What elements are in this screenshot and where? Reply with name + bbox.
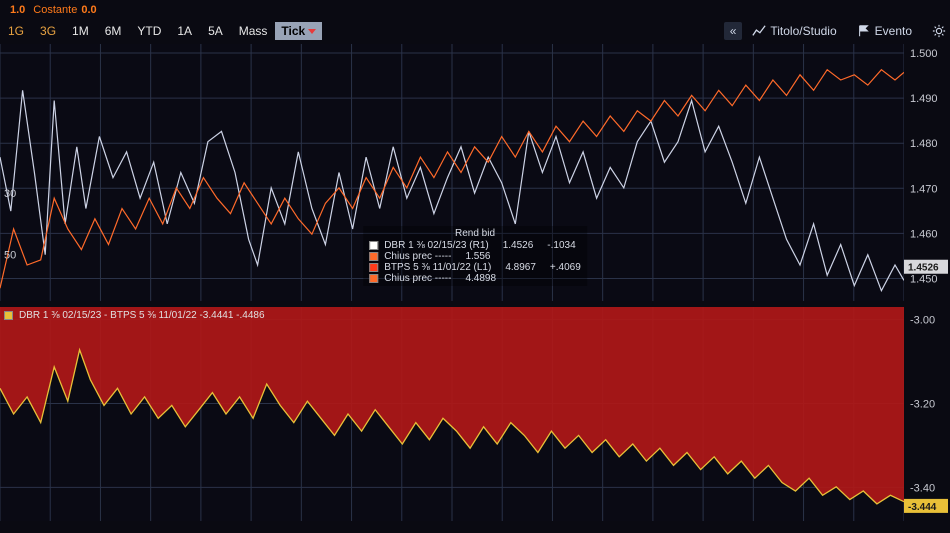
range-1g[interactable]: 1G xyxy=(0,22,32,40)
rewind-icon: « xyxy=(730,24,737,38)
svg-text:1.450: 1.450 xyxy=(910,273,938,285)
range-tick[interactable]: Tick xyxy=(275,22,322,40)
gear-icon xyxy=(932,24,946,38)
topbar-label1: Costante xyxy=(33,4,77,16)
spread-label: DBR 1 ⅜ 02/15/23 - BTPS 5 ⅜ 11/01/22 -3.… xyxy=(19,310,265,321)
flag-icon xyxy=(857,24,871,38)
svg-text:50: 50 xyxy=(4,250,16,262)
range-1m[interactable]: 1M xyxy=(64,22,97,40)
svg-text:30: 30 xyxy=(4,188,16,200)
chart-icon xyxy=(752,24,766,38)
study-label: Titolo/Studio xyxy=(770,24,836,38)
bottom-chart[interactable] xyxy=(0,307,904,521)
range-row: 1G3G1M6MYTD1A5AMassTick « Titolo/Studio … xyxy=(0,20,950,42)
range-1a[interactable]: 1A xyxy=(169,22,200,40)
chart-legend: Rend bid DBR 1 ⅜ 02/15/23 (R1)1.4526-.10… xyxy=(363,226,587,286)
spread-legend: DBR 1 ⅜ 02/15/23 - BTPS 5 ⅜ 11/01/22 -3.… xyxy=(4,310,265,321)
topbar-val1: 1.0 xyxy=(6,4,29,16)
bottom-chart-right-axis: -3.00 -3.20 -3.40 -3.444 xyxy=(904,307,950,521)
rewind-button[interactable]: « xyxy=(724,22,743,40)
date-axis xyxy=(0,521,904,533)
top-chart-right-axis: 1.450 1.460 1.470 1.480 1.490 1.500 1.4526 xyxy=(904,44,950,301)
event-button[interactable]: Evento xyxy=(847,22,922,40)
event-label: Evento xyxy=(875,24,912,38)
legend-row: BTPS 5 ⅜ 11/01/22 (L1)4.8967+.4069 xyxy=(369,262,581,273)
svg-text:-3.00: -3.00 xyxy=(910,315,935,327)
legend-row: Chius prec -----1.556 xyxy=(369,251,581,262)
legend-title: Rend bid xyxy=(369,228,581,239)
range-5a[interactable]: 5A xyxy=(200,22,231,40)
range-6m[interactable]: 6M xyxy=(97,22,130,40)
svg-text:-3.40: -3.40 xyxy=(910,482,935,494)
top-bar: 1.0 Costante 0.0 xyxy=(0,0,950,20)
svg-text:-3.20: -3.20 xyxy=(910,399,935,411)
svg-text:1.480: 1.480 xyxy=(910,138,938,150)
spread-swatch xyxy=(4,311,13,320)
study-button[interactable]: Titolo/Studio xyxy=(742,22,846,40)
svg-text:-3.444: -3.444 xyxy=(908,502,937,513)
svg-text:1.470: 1.470 xyxy=(910,183,938,195)
svg-text:1.4526: 1.4526 xyxy=(908,263,939,274)
topbar-val2: 0.0 xyxy=(77,4,100,16)
range-buttons: 1G3G1M6MYTD1A5AMassTick xyxy=(0,22,322,40)
terminal-root: 1.0 Costante 0.0 1G3G1M6MYTD1A5AMassTick… xyxy=(0,0,950,533)
svg-text:1.460: 1.460 xyxy=(910,228,938,240)
range-ytd[interactable]: YTD xyxy=(129,22,169,40)
range-3g[interactable]: 3G xyxy=(32,22,64,40)
svg-text:1.500: 1.500 xyxy=(910,48,938,60)
settings-button[interactable] xyxy=(922,22,950,40)
legend-row: DBR 1 ⅜ 02/15/23 (R1)1.4526-.1034 xyxy=(369,240,581,251)
legend-row: Chius prec -----4.4898 xyxy=(369,273,581,284)
range-mass[interactable]: Mass xyxy=(231,22,276,40)
svg-text:1.490: 1.490 xyxy=(910,93,938,105)
